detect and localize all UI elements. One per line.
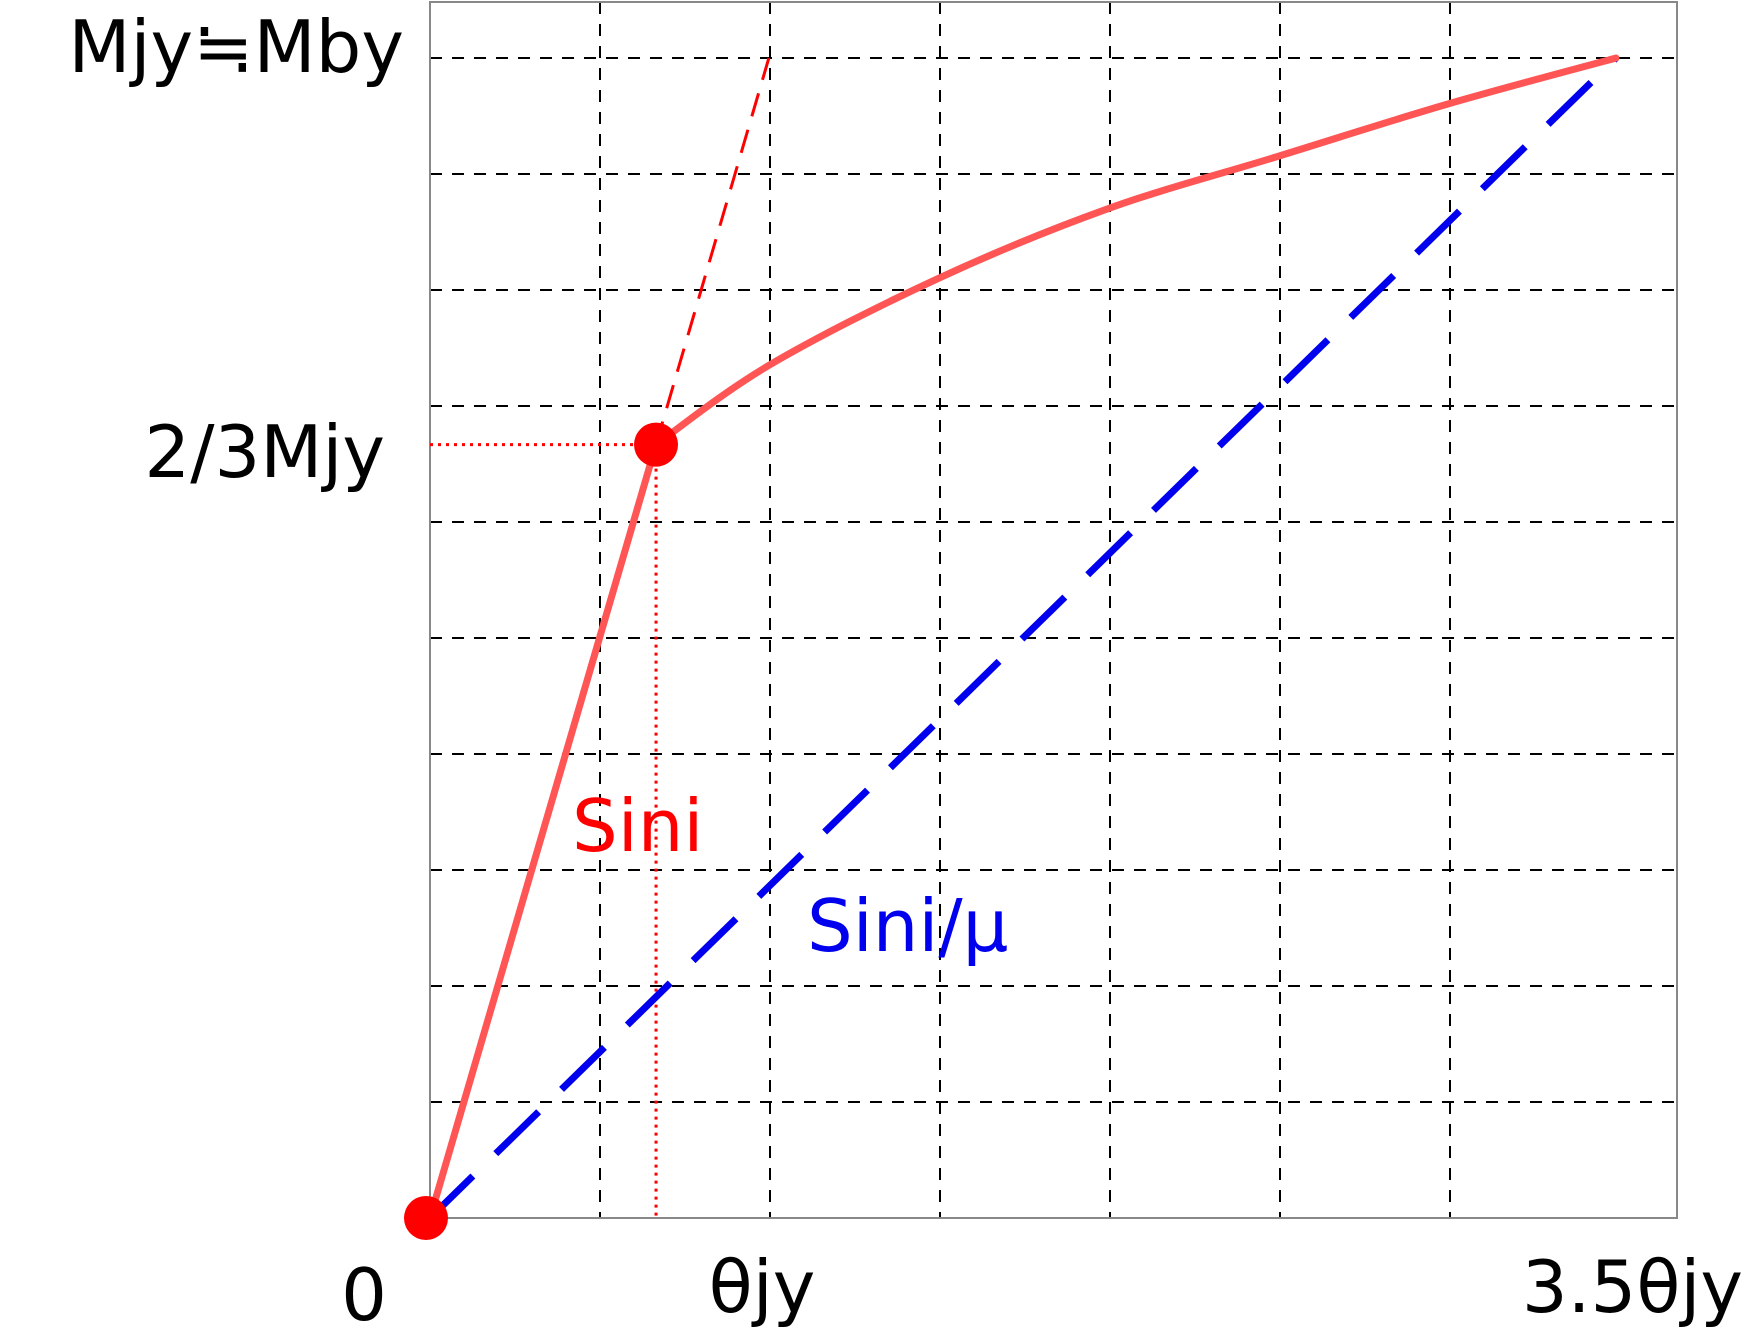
series-label-sini-over-mu: Sini/μ	[807, 884, 1008, 968]
yield-point-marker	[634, 422, 679, 467]
y-tick-label-mjy-mby: Mjy≒Mby	[68, 5, 404, 89]
series-label-sini: Sini	[572, 784, 703, 868]
series-lines	[426, 54, 1620, 1222]
x-tick-label-3-5-theta-jy: 3.5θjy	[1522, 1245, 1743, 1329]
elastic-extension-line	[654, 57, 771, 446]
series-line-sini-over-mu	[427, 55, 1619, 1221]
x-tick-label-origin: 0	[341, 1253, 387, 1335]
guide-lines	[430, 57, 771, 1218]
point-markers	[404, 422, 679, 1240]
y-tick-label-two-thirds-mjy: 2/3Mjy	[144, 410, 385, 494]
origin-point-marker	[404, 1196, 448, 1240]
plot-frame	[429, 1, 1678, 1219]
series-line-sini	[426, 54, 1620, 1222]
x-tick-label-theta-jy: θjy	[709, 1245, 816, 1329]
